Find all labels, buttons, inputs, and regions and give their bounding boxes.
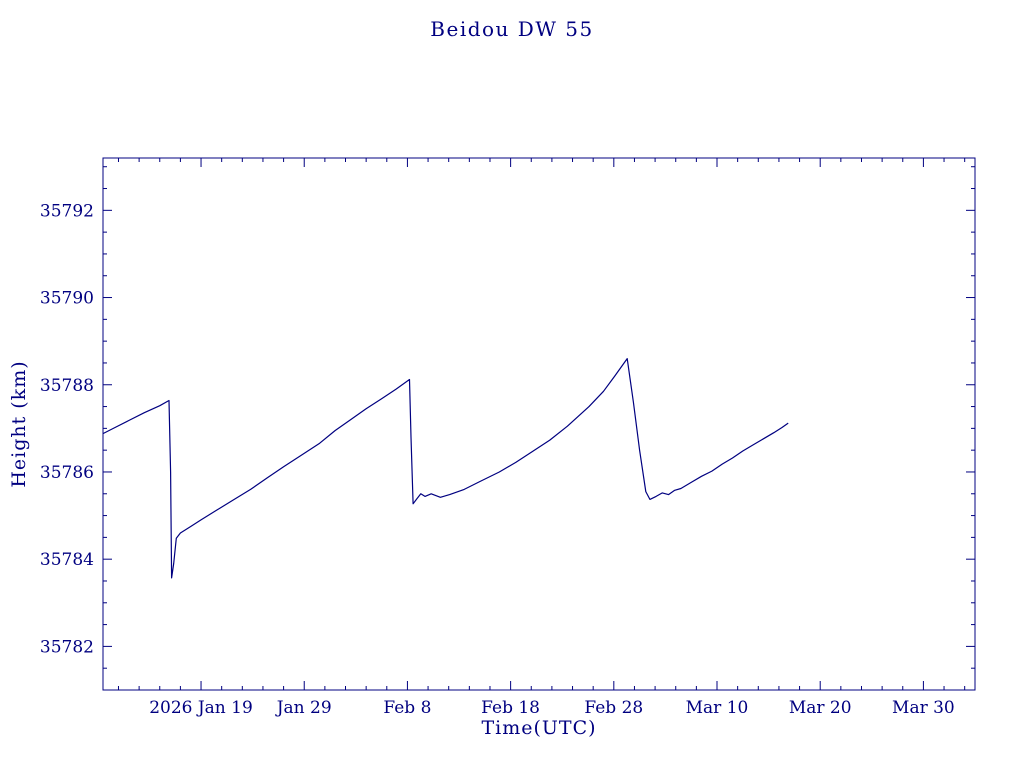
y-tick-label: 35784 [40, 550, 94, 570]
y-tick-label: 35786 [40, 463, 94, 483]
axis-ticks [103, 158, 975, 691]
x-tick-label: Mar 20 [789, 698, 852, 718]
y-tick-label: 35790 [40, 289, 94, 309]
x-tick-label: 2026 Jan 19 [149, 698, 253, 718]
series-satellite-height [102, 358, 789, 579]
plot-frame [102, 157, 976, 691]
x-tick-label: Feb 8 [383, 698, 431, 718]
y-tick-label: 35782 [40, 637, 94, 657]
x-axis-title: Time(UTC) [481, 717, 597, 739]
y-tick-labels: 35782 35784 35786 35788 35790 35792 [40, 201, 94, 657]
x-tick-labels: 2026 Jan 19 Jan 29 Feb 8 Feb 18 Feb 28 Mar 10… [149, 698, 955, 718]
chart-title: Beidou DW 55 [430, 17, 594, 41]
x-tick-label: Feb 18 [481, 698, 540, 718]
x-tick-label: Jan 29 [275, 698, 332, 718]
y-tick-label: 35788 [40, 376, 94, 396]
x-tick-label: Mar 30 [892, 698, 955, 718]
x-tick-label: Mar 10 [686, 698, 749, 718]
y-tick-label: 35792 [40, 201, 94, 221]
x-tick-label: Feb 28 [584, 698, 643, 718]
